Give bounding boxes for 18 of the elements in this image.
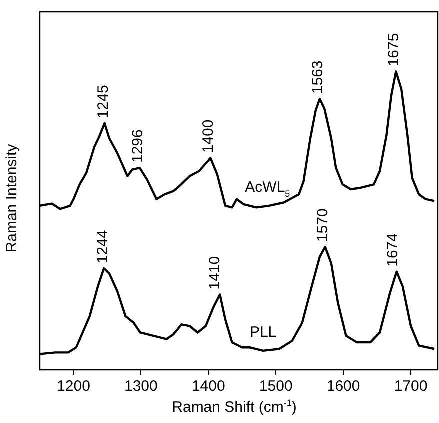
annotation: 1245 <box>95 85 112 119</box>
annotation: 1570 <box>314 208 332 242</box>
annotation: 1244 <box>94 230 112 264</box>
annotation: 1296 <box>130 130 147 164</box>
annotation: 1674 <box>384 233 402 267</box>
annotation: 1563 <box>310 60 327 94</box>
x-tick-label: 1200 <box>57 378 90 396</box>
x-tick-label: 1500 <box>259 378 293 396</box>
annotation: 1400 <box>200 120 217 154</box>
x-tick-label: 1300 <box>124 378 158 396</box>
annotation: 1410 <box>206 256 224 290</box>
x-tick-label: 1600 <box>326 378 360 396</box>
x-tick-label: 1700 <box>394 378 428 396</box>
annotation: 1675 <box>385 33 402 67</box>
x-axis-title: Raman Shift (cm$^{-1}$) <box>171 398 298 416</box>
x-tick-label: 1400 <box>192 378 226 396</box>
series-label: PLL <box>250 324 277 341</box>
y-axis-title: Raman Intensity <box>4 143 20 255</box>
